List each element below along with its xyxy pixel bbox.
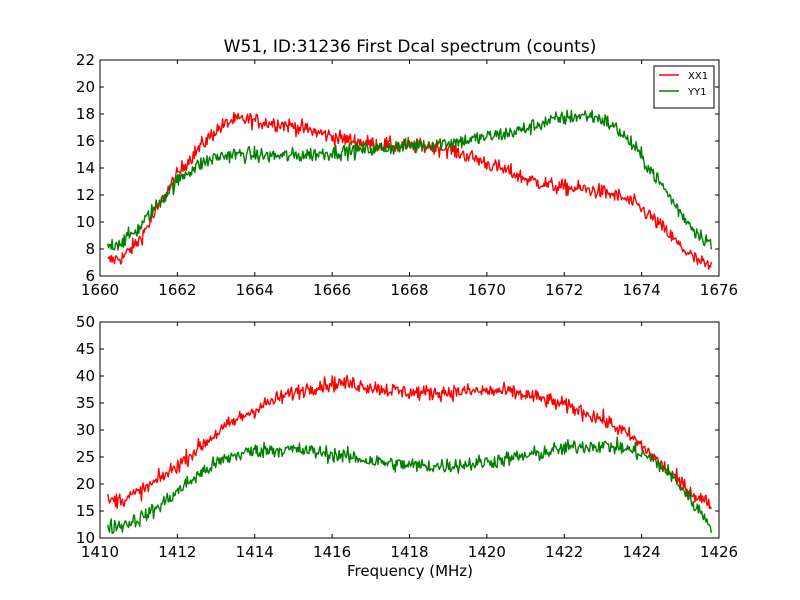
x-tick-label: 1670 bbox=[468, 281, 506, 299]
x-tick-label: 1414 bbox=[236, 543, 274, 561]
x-tick-label: 1676 bbox=[700, 281, 738, 299]
y-tick-label: 10 bbox=[76, 529, 95, 547]
y-tick-label: 8 bbox=[85, 240, 95, 258]
x-axis-label: Frequency (MHz) bbox=[347, 562, 473, 580]
x-tick-label: 1426 bbox=[700, 543, 738, 561]
top-plot: 1660 1662 1664 1666 1668 1670 1672 1674 1676 6 8 10… bbox=[76, 51, 738, 299]
figure-title: W51, ID:31236 First Dcal spectrum (count… bbox=[224, 37, 597, 57]
x-tick-label: 1664 bbox=[236, 281, 274, 299]
legend-label-xx1: XX1 bbox=[688, 71, 708, 82]
x-tick-label: 1422 bbox=[545, 543, 583, 561]
y-tick-label: 22 bbox=[76, 51, 95, 69]
y-tick-label: 40 bbox=[76, 367, 95, 385]
x-tick-label: 1416 bbox=[313, 543, 351, 561]
x-tick-label: 1410 bbox=[81, 543, 119, 561]
y-tick-label: 10 bbox=[76, 213, 95, 231]
y-tick-label: 14 bbox=[76, 159, 95, 177]
y-tick-label: 20 bbox=[76, 78, 95, 96]
series-line-plot2-1 bbox=[107, 374, 712, 510]
x-tick-label: 1420 bbox=[468, 543, 506, 561]
y-tick-label: 25 bbox=[76, 448, 95, 466]
x-tick-label: 1668 bbox=[390, 281, 428, 299]
legend-label-yy1: YY1 bbox=[687, 87, 707, 98]
x-tick-label: 1674 bbox=[623, 281, 661, 299]
series-line-xx1 bbox=[107, 111, 712, 270]
series-line-yy1 bbox=[107, 109, 712, 251]
x-tick-label: 1424 bbox=[623, 543, 661, 561]
x-tick-label: 1672 bbox=[545, 281, 583, 299]
y-tick-label: 18 bbox=[76, 105, 95, 123]
x-tick-label: 1660 bbox=[81, 281, 119, 299]
y-tick-label: 12 bbox=[76, 186, 95, 204]
x-tick-label: 1412 bbox=[158, 543, 196, 561]
y-tick-label: 35 bbox=[76, 394, 95, 412]
y-tick-label: 30 bbox=[76, 421, 95, 439]
x-tick-label: 1662 bbox=[158, 281, 196, 299]
x-tick-label: 1666 bbox=[313, 281, 351, 299]
y-tick-label: 6 bbox=[85, 267, 95, 285]
series-line-plot2-2 bbox=[107, 436, 712, 535]
y-tick-label: 15 bbox=[76, 502, 95, 520]
y-tick-label: 16 bbox=[76, 132, 95, 150]
y-tick-label: 50 bbox=[76, 313, 95, 331]
x-tick-label: 1418 bbox=[390, 543, 428, 561]
y-tick-label: 20 bbox=[76, 475, 95, 493]
bottom-plot: 1410 1412 1414 1416 1418 1420 1422 1424 1426 10 15… bbox=[76, 313, 738, 561]
y-tick-label: 45 bbox=[76, 340, 95, 358]
legend-box bbox=[653, 65, 715, 109]
